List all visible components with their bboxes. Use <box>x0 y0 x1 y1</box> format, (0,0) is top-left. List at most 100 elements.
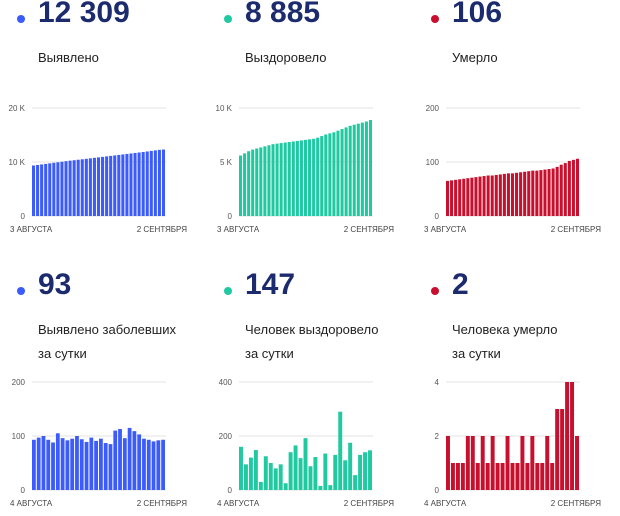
bar <box>446 180 450 216</box>
bar <box>551 168 555 216</box>
bar <box>495 463 500 490</box>
stat-label-line: Человек выздоровело <box>245 322 379 337</box>
y-tick-label: 5 K <box>220 158 233 167</box>
bar <box>60 438 65 490</box>
stat-label-line: Выявлено заболевших <box>38 322 176 337</box>
bar <box>40 164 44 216</box>
chart-died: 0 100 200 3 АВГУСТА 2 СЕНТЯБРЯ <box>424 104 601 234</box>
bar <box>485 463 490 490</box>
bar <box>571 159 575 216</box>
bar <box>32 439 36 490</box>
bar <box>338 411 343 490</box>
x-tick-label-start: 3 АВГУСТА <box>424 225 467 234</box>
y-tick-label: 400 <box>219 378 233 387</box>
bar <box>324 134 328 216</box>
bar <box>465 436 470 490</box>
bar <box>525 463 530 490</box>
legend-dot <box>17 15 25 23</box>
y-tick-label: 4 <box>435 378 440 387</box>
bar <box>243 464 248 490</box>
bar <box>288 452 293 490</box>
bar <box>299 140 303 216</box>
bar <box>75 436 79 490</box>
bar <box>96 157 101 216</box>
bar <box>486 175 490 216</box>
bar <box>550 463 555 490</box>
bar <box>133 152 137 216</box>
bar <box>89 437 94 490</box>
bar <box>454 179 458 216</box>
stat-label-line: Человека умерло <box>452 322 558 337</box>
y-tick-label: 100 <box>12 432 26 441</box>
bar <box>470 436 475 490</box>
bar <box>490 436 495 490</box>
bar <box>352 124 356 216</box>
bar <box>41 436 46 490</box>
bar <box>364 121 368 216</box>
bar <box>353 475 358 490</box>
bar <box>239 446 243 490</box>
stat-value: 12 309 <box>38 0 130 29</box>
bar <box>510 463 515 490</box>
bar <box>121 154 125 216</box>
bar <box>79 439 84 490</box>
bar <box>84 441 89 490</box>
bar <box>340 129 344 216</box>
bar <box>540 463 545 490</box>
x-tick-label-end: 2 СЕНТЯБРЯ <box>137 225 187 234</box>
bar <box>555 409 560 490</box>
y-tick-label: 0 <box>228 486 233 495</box>
bar <box>80 159 84 216</box>
x-tick-label-start: 3 АВГУСТА <box>10 225 53 234</box>
legend-dot <box>431 15 439 23</box>
bar <box>156 440 161 490</box>
bar <box>84 158 88 216</box>
y-tick-label: 100 <box>426 158 440 167</box>
x-tick-label-end: 2 СЕНТЯБРЯ <box>551 225 601 234</box>
bar <box>278 464 283 490</box>
bar <box>103 443 108 490</box>
bar <box>113 155 117 216</box>
bar <box>308 139 312 216</box>
bar <box>51 442 55 490</box>
bar <box>253 450 258 490</box>
stat-label-line: Умерло <box>452 50 498 65</box>
bar <box>65 440 70 490</box>
bar <box>313 457 318 490</box>
x-tick-label-start: 3 АВГУСТА <box>217 225 260 234</box>
bar <box>343 460 348 490</box>
bar <box>450 180 454 216</box>
bar <box>506 173 510 216</box>
bar <box>523 171 527 216</box>
bar <box>494 174 498 216</box>
legend-dot <box>17 287 25 295</box>
bar <box>32 165 36 216</box>
bar <box>283 142 287 216</box>
bar <box>312 138 316 216</box>
bar <box>502 173 506 216</box>
stat-label: Выявлено заболевших за сутки <box>38 318 176 366</box>
bar <box>137 152 141 216</box>
stat-label: Умерло <box>452 46 498 70</box>
bar <box>125 153 129 216</box>
y-tick-label: 200 <box>426 104 440 113</box>
bar <box>531 170 535 216</box>
x-tick-label-end: 2 СЕНТЯБРЯ <box>344 225 394 234</box>
bar <box>258 481 263 490</box>
bar <box>157 149 161 216</box>
legend-dot <box>224 15 232 23</box>
bar <box>55 433 60 490</box>
bar <box>76 159 80 216</box>
bar <box>515 172 519 216</box>
y-tick-label: 200 <box>12 378 26 387</box>
bar <box>94 440 98 490</box>
bar <box>70 438 75 490</box>
bar <box>36 164 40 216</box>
bar <box>519 172 523 216</box>
bar <box>109 155 113 216</box>
x-tick-label-end: 2 СЕНТЯБРЯ <box>551 499 601 508</box>
bar <box>490 175 494 216</box>
bar <box>320 136 324 216</box>
bar <box>291 141 295 216</box>
bar <box>527 171 531 216</box>
